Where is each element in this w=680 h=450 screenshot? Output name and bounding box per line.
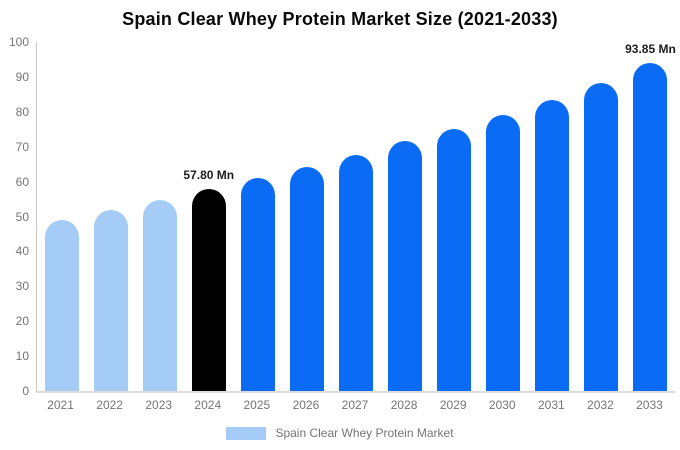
bar-2031 bbox=[535, 99, 570, 391]
legend: Spain Clear Whey Protein Market bbox=[0, 426, 680, 440]
bar-column-2027 bbox=[331, 42, 380, 391]
bar-2030 bbox=[486, 115, 521, 391]
plot-area: 0 10 20 30 40 50 60 70 80 90 100 57.80 Mn 93.85 Mn bbox=[9, 35, 676, 398]
bar-column-2026 bbox=[282, 42, 331, 391]
y-tick-100: 100 bbox=[8, 35, 29, 49]
x-label-2021: 2021 bbox=[47, 398, 74, 412]
y-tick-20: 20 bbox=[15, 314, 29, 329]
bar-2021 bbox=[44, 220, 79, 391]
y-tick-0: 0 bbox=[22, 384, 29, 398]
value-label-2033: 93.85 Mn bbox=[625, 42, 676, 57]
x-label-2025: 2025 bbox=[243, 398, 271, 412]
bar-2026 bbox=[289, 166, 324, 391]
y-tick-40: 40 bbox=[15, 244, 29, 259]
y-tick-60: 60 bbox=[15, 174, 29, 189]
bar-column-2031 bbox=[528, 42, 577, 391]
legend-swatch bbox=[226, 426, 267, 440]
bar-column-2022 bbox=[86, 42, 135, 391]
bar-column-2028 bbox=[381, 42, 430, 391]
x-label-2023: 2023 bbox=[145, 398, 173, 412]
bar-2032 bbox=[584, 83, 619, 391]
y-tick-10: 10 bbox=[15, 349, 29, 364]
x-label-2033: 2033 bbox=[636, 398, 663, 412]
bar-2028 bbox=[388, 141, 423, 391]
y-tick-70: 70 bbox=[15, 139, 29, 154]
x-label-2027: 2027 bbox=[341, 398, 369, 412]
x-label-2031: 2031 bbox=[537, 398, 565, 412]
bar-column-2033: 93.85 Mn bbox=[625, 42, 676, 391]
bar-2022 bbox=[93, 209, 128, 391]
chart-title: Spain Clear Whey Protein Market Size (20… bbox=[122, 9, 558, 29]
x-axis: 2021 2022 2023 2024 2025 2026 2027 2028 2029 2030… bbox=[36, 398, 674, 412]
x-label-2026: 2026 bbox=[292, 398, 320, 412]
bar-2025 bbox=[240, 178, 275, 391]
bar-column-2030 bbox=[479, 42, 528, 391]
legend-label: Spain Clear Whey Protein Market bbox=[275, 426, 454, 440]
x-label-2028: 2028 bbox=[390, 398, 418, 412]
x-label-2022: 2022 bbox=[96, 398, 123, 412]
y-tick-90: 90 bbox=[15, 69, 29, 84]
y-tick-80: 80 bbox=[15, 104, 29, 119]
bar-2024 bbox=[191, 189, 226, 391]
x-label-2029: 2029 bbox=[439, 398, 467, 412]
y-tick-50: 50 bbox=[15, 209, 29, 224]
x-label-2024: 2024 bbox=[194, 398, 222, 412]
bar-2027 bbox=[339, 155, 373, 391]
bar-column-2023 bbox=[135, 42, 184, 391]
bar-column-2029 bbox=[430, 42, 479, 391]
bar-2023 bbox=[142, 200, 177, 391]
bar-column-2024: 57.80 Mn bbox=[183, 42, 235, 391]
bar-column-2025 bbox=[233, 42, 282, 391]
bar-2033 bbox=[633, 63, 668, 391]
bars-group: 57.80 Mn 93.85 Mn bbox=[37, 42, 676, 391]
y-tick-30: 30 bbox=[15, 279, 29, 294]
x-label-2030: 2030 bbox=[488, 398, 516, 412]
bar-2029 bbox=[437, 129, 472, 391]
x-label-2032: 2032 bbox=[587, 398, 614, 412]
bar-column-2032 bbox=[577, 42, 626, 391]
value-label-2024: 57.80 Mn bbox=[183, 168, 235, 183]
bar-column-2021 bbox=[37, 42, 86, 391]
